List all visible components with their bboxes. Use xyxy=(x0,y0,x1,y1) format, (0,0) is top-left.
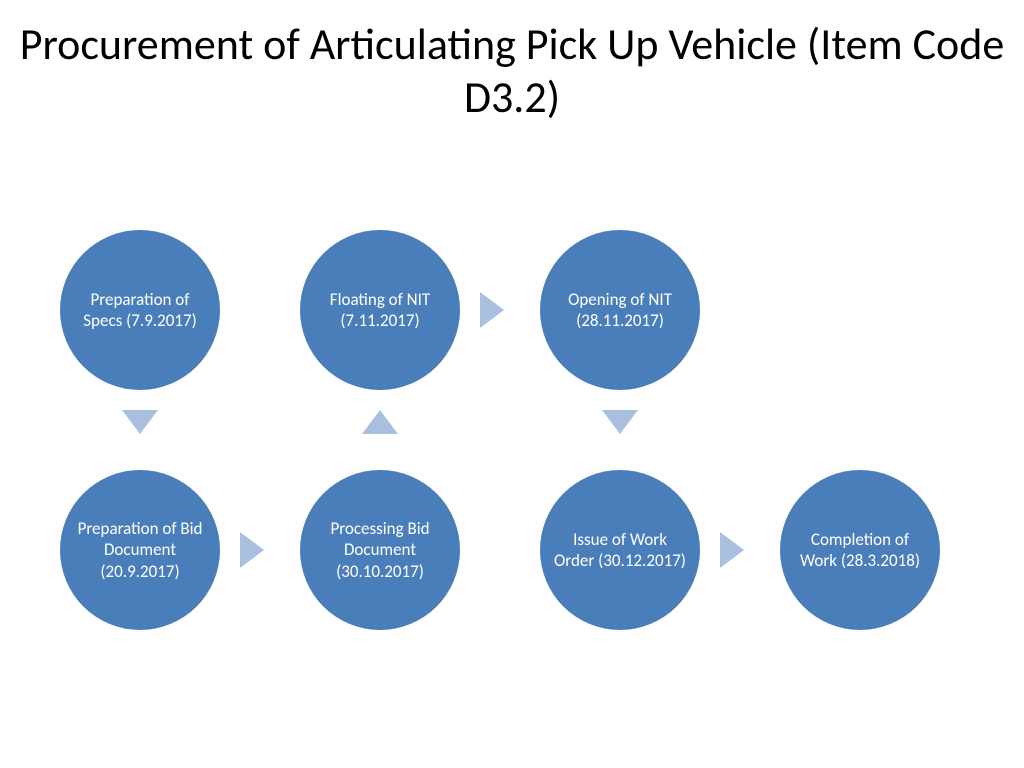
flow-node-n6: Issue of Work Order (30.12.2017) xyxy=(540,470,700,630)
flow-node-n3: Processing Bid Document (30.10.2017) xyxy=(300,470,460,630)
flow-arrow-a3 xyxy=(362,410,398,434)
flow-node-n4: Floating of NIT (7.11.2017) xyxy=(300,230,460,390)
flow-node-n1: Preparation of Specs (7.9.2017) xyxy=(60,230,220,390)
flow-arrow-a1 xyxy=(122,410,158,434)
flow-node-n5: Opening of NIT (28.11.2017) xyxy=(540,230,700,390)
flow-arrow-a2 xyxy=(240,532,264,568)
slide: Procurement of Articulating Pick Up Vehi… xyxy=(0,0,1024,768)
flow-diagram: Preparation of Specs (7.9.2017) Preparati… xyxy=(50,230,974,710)
slide-title: Procurement of Articulating Pick Up Vehi… xyxy=(0,18,1024,124)
flow-node-n2: Preparation of Bid Document (20.9.2017) xyxy=(60,470,220,630)
flow-arrow-a6 xyxy=(720,532,744,568)
flow-arrow-a4 xyxy=(480,292,504,328)
flow-node-n7: Completion of Work (28.3.2018) xyxy=(780,470,940,630)
flow-arrow-a5 xyxy=(602,410,638,434)
